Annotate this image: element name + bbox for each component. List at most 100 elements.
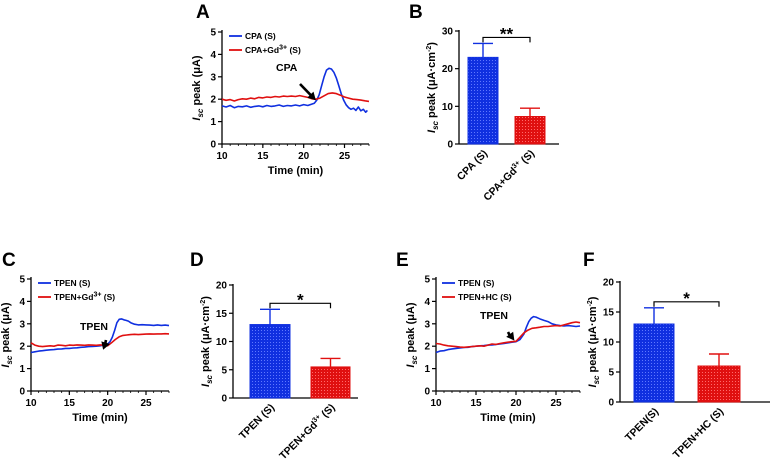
bar-1 [697,365,741,403]
y-label-end: ) [426,42,438,46]
legend-text-after: (S) [101,292,115,302]
annotation-arrow-head [506,331,515,341]
x-tick-label: 15 [64,398,76,409]
panel-f: F [583,250,595,271]
legend-label-0: TPEN (S) [458,278,495,288]
bar-1 [310,366,351,399]
x-tick-label: 20 [102,398,114,409]
x-tick-label: 25 [339,151,351,162]
significance-stars: * [297,290,304,309]
y-label-subscript: sc [410,355,419,364]
y-tick-label: 4 [210,50,216,61]
y-tick-label: 15 [603,308,615,319]
series-line-1 [435,321,581,349]
bar-0 [249,324,291,399]
annotation-label: TPEN [80,321,108,333]
y-tick-label: 1 [19,364,25,375]
y-label-subscript: sc [592,375,601,384]
y-tick-label: 20 [603,278,615,289]
x-tick-label: 15 [470,398,482,409]
y-axis-label: Isc peak (μA) [405,302,419,367]
annotation-label: TPEN [480,310,508,322]
y-tick-label: 3 [424,319,430,330]
x-axis-label: Time (min) [480,412,536,424]
legend-text: CPA+Gd [245,45,279,55]
panel-d: D [190,250,204,271]
y-tick-label: 0 [19,387,25,398]
legend-text: CPA (S) [245,31,276,41]
line-chart-c: 0 1 2 3 4 5 10 15 20 25 Time (min) Isc peak (μA) TPE… [0,275,170,424]
y-label-text: peak (μA) [405,302,417,356]
y-label-superscript: -2 [200,300,207,306]
x-tick-label: 20 [298,151,310,162]
y-label-end: ) [587,296,599,300]
y-tick-label: 0 [424,387,430,398]
line-chart-e: 0 1 2 3 4 5 10 15 20 25 Time (min) Isc peak (μA) TPE… [405,275,581,424]
legend-label-1: CPA+Gd3+ (S) [245,45,301,56]
legend-text-after: (S) [287,45,301,55]
panel-c: C [2,250,16,271]
y-tick-label: 0 [447,140,453,151]
legend-text: TPEN (S) [54,278,91,288]
y-tick-label: 2 [19,342,25,353]
legend-label-0: CPA (S) [245,31,276,41]
y-axis-label: Isc peak (μA·cm-2) [426,42,440,133]
line-chart-a: 0 1 2 3 4 5 10 15 20 25 Time (min) Isc peak (μA) CPA… [191,28,370,177]
annotation-arrow-head [307,91,316,101]
legend-label-0: TPEN (S) [54,278,91,288]
x-tick-label: 25 [140,398,152,409]
annotation-label: CPA [276,62,298,74]
y-tick-label: 1 [210,117,216,128]
y-label-symbol: I [426,129,438,133]
y-tick-label: 3 [19,319,25,330]
y-label-symbol: I [0,364,12,368]
significance-bracket [653,301,720,307]
annotation-arrow-head [101,341,110,350]
y-label-subscript: sc [5,355,14,364]
category-label-0: TPEN (S) [237,402,277,442]
y-tick-label: 20 [216,281,228,292]
y-tick-label: 4 [19,297,25,308]
significance-bracket [269,302,332,309]
x-tick-label: 10 [430,398,442,409]
panel-letter-f: F [583,250,595,271]
legend-text: TPEN (S) [458,278,495,288]
y-label-symbol: I [405,364,417,368]
category-superscript: 3+ [511,160,522,171]
legend-superscript: 3+ [279,45,287,52]
y-label-subscript: sc [196,108,205,117]
y-label-subscript: sc [205,374,214,383]
category-text: TPEN(S) [623,406,661,444]
category-label-1: TPEN+Gd3+ (S) [277,402,338,463]
x-tick-label: 25 [550,398,562,409]
y-tick-label: 10 [442,102,454,113]
y-tick-label: 3 [210,72,216,83]
significance-stars: ** [500,24,514,43]
y-tick-label: 5 [424,275,430,286]
category-label-1: TPEN+HC (S) [671,406,726,461]
y-axis-label: Isc peak (μA) [0,302,14,367]
y-tick-label: 2 [210,95,216,106]
y-tick-label: 10 [603,338,615,349]
y-tick-label: 2 [424,342,430,353]
panel-letter-d: D [190,250,204,271]
series-line-1 [30,332,170,348]
y-tick-label: 20 [442,64,454,75]
category-text: CPA (S) [455,148,490,183]
legend-label-1: TPEN+Gd3+ (S) [54,292,115,303]
legend-superscript: 3+ [93,292,101,299]
panel-e: E [396,250,409,271]
panel-letter-c: C [2,250,16,271]
x-tick-label: 15 [257,151,269,162]
x-axis-label: Time (min) [72,412,128,424]
y-axis-label: Isc peak (μA) [191,55,205,120]
y-label-symbol: I [200,383,212,387]
y-tick-label: 15 [216,309,228,320]
panel-letter-b: B [409,2,423,23]
y-axis-label: Isc peak (μA·cm-2) [587,296,601,387]
series-line-0 [221,67,368,113]
category-text: TPEN (S) [237,402,277,442]
y-tick-label: 5 [19,275,25,286]
y-label-symbol: I [587,383,599,387]
